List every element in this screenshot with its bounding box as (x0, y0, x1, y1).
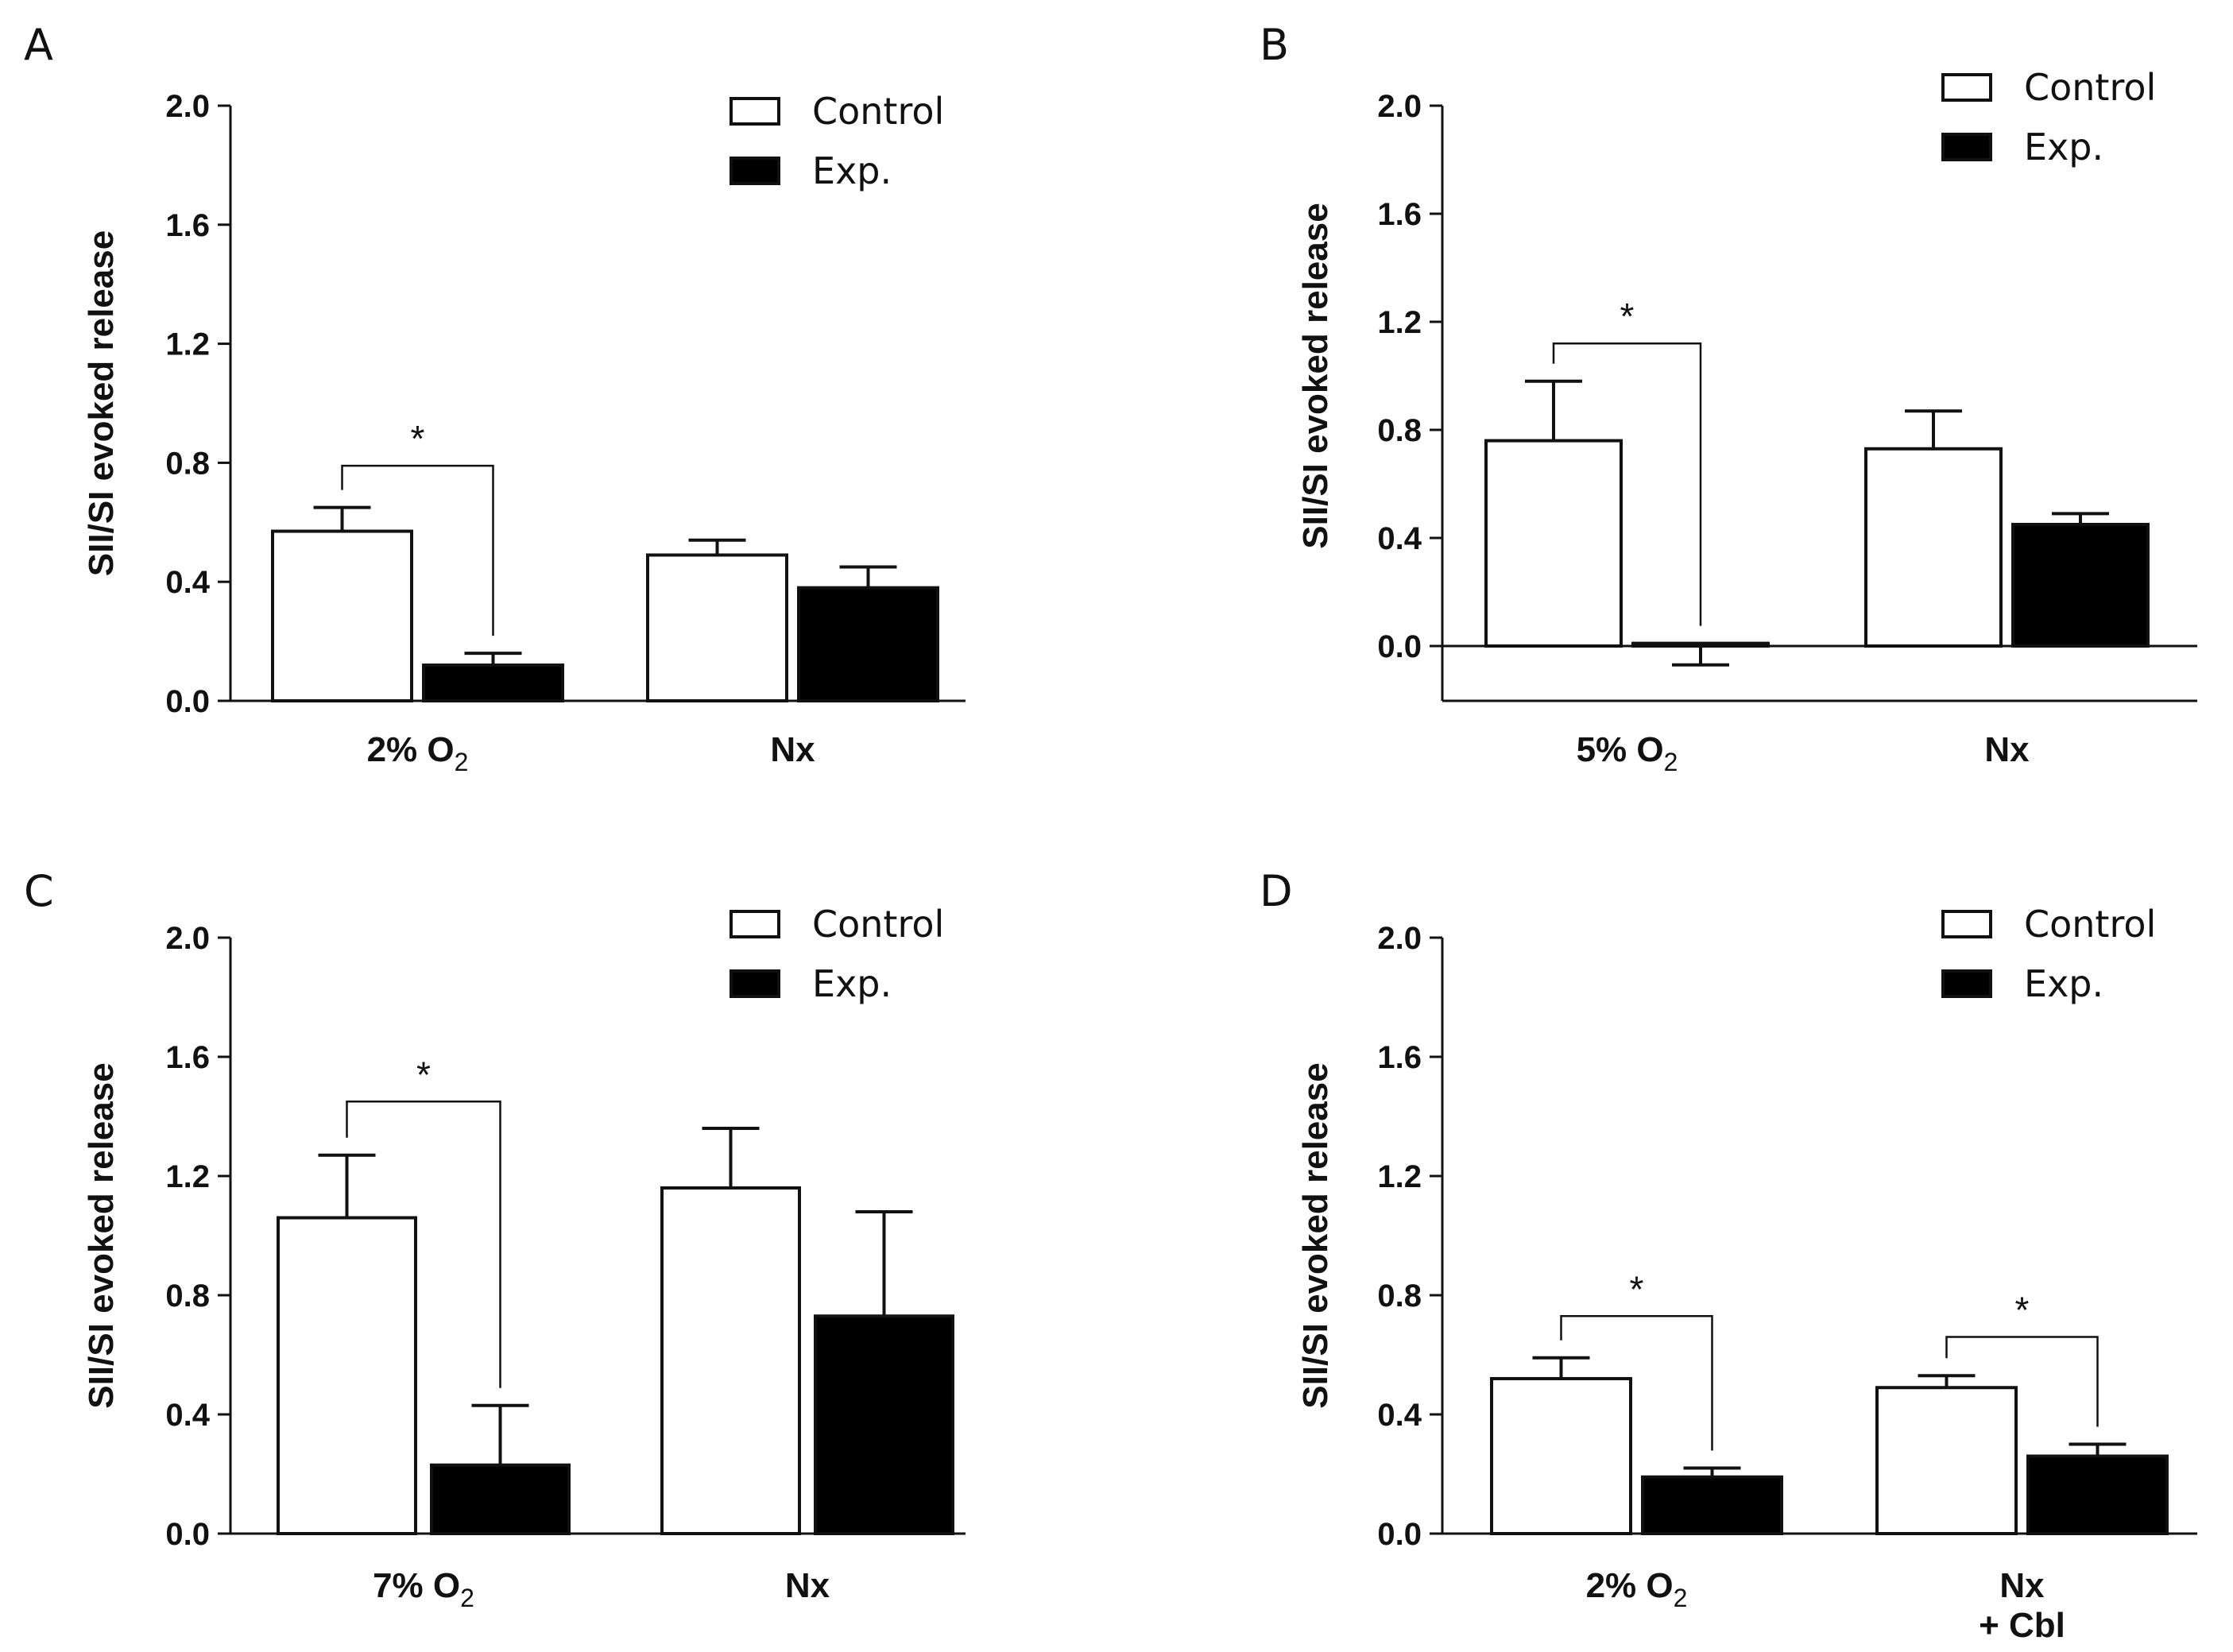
y-tick-label: 2.0 (1377, 89, 1422, 124)
bar-exp (797, 586, 939, 702)
y-tick-label: 0.4 (165, 565, 210, 600)
significance-bracket (346, 1101, 501, 1388)
y-tick-label: 0.4 (1377, 1398, 1422, 1433)
bar-exp (430, 1463, 571, 1535)
y-tick-label: 0.8 (1377, 413, 1422, 448)
bar-control (646, 553, 788, 702)
y-tick-label: 0.8 (165, 446, 210, 481)
bar-control (1875, 1386, 2018, 1535)
category-label: Nx (1984, 730, 2030, 769)
legend-swatch-control (729, 97, 780, 126)
legend-swatch-control (729, 910, 780, 938)
chart-panel-a: A 0.0 0.4 0.8 1.2 1.6 2.0 SII/SI evoked release… (24, 20, 966, 776)
y-tick-label: 1.2 (1377, 305, 1422, 340)
bar-control (1484, 439, 1623, 648)
legend-label: Control (812, 90, 944, 133)
y-tick-label: 2.0 (165, 921, 210, 956)
significance-marker: * (1630, 1268, 1644, 1310)
y-tick-label: 0.0 (165, 1517, 210, 1552)
chart-panel-b: B 0.0 0.4 0.8 1.2 1.6 2.0 SII/SI evoked release… (1260, 20, 2197, 776)
legend-swatch-control (1941, 910, 1992, 938)
category-label: 2% O2 (367, 730, 469, 776)
panel-label: A (24, 20, 53, 70)
category-label-line2: + Cbl (1979, 1606, 2065, 1645)
legend-label: Exp. (2024, 962, 2103, 1005)
panel-label: C (24, 866, 54, 916)
bar-exp (2026, 1454, 2169, 1535)
legend-swatch-control (1941, 73, 1992, 102)
y-axis-title: SII/SI evoked release (82, 230, 121, 576)
y-tick-label: 0.0 (1377, 1517, 1422, 1552)
bar-exp (422, 664, 564, 702)
y-tick-label: 2.0 (165, 89, 210, 124)
y-tick-label: 0.0 (1377, 629, 1422, 664)
y-tick-label: 1.6 (1377, 1040, 1422, 1075)
significance-marker: * (2015, 1290, 2030, 1331)
category-label: 2% O2 (1586, 1566, 1688, 1612)
panel-label: D (1260, 866, 1293, 916)
legend-label: Control (2024, 903, 2156, 946)
legend-swatch-exp (1941, 133, 1992, 161)
y-tick-label: 0.4 (1377, 521, 1422, 556)
legend-swatch-exp (729, 969, 780, 998)
category-label: Nx (1999, 1566, 2045, 1605)
y-tick-label: 0.0 (165, 684, 210, 719)
bar-exp (814, 1314, 954, 1535)
y-tick-label: 0.8 (1377, 1279, 1422, 1313)
y-tick-label: 1.6 (165, 1040, 210, 1075)
legend-swatch-exp (729, 157, 780, 185)
bar-control (1864, 447, 2003, 648)
bar-exp (2011, 523, 2150, 648)
bar-control (271, 529, 413, 702)
y-tick-label: 1.6 (1377, 197, 1422, 232)
legend-label: Control (812, 903, 944, 946)
legend-swatch-exp (1941, 969, 1992, 998)
y-tick-label: 1.2 (1377, 1159, 1422, 1194)
significance-marker: * (411, 418, 425, 459)
category-label: Nx (770, 730, 815, 769)
y-tick-label: 1.2 (165, 1159, 210, 1194)
y-axis-title: SII/SI evoked release (1296, 1062, 1335, 1408)
y-tick-label: 1.2 (165, 327, 210, 362)
significance-marker: * (1620, 296, 1635, 337)
y-tick-label: 2.0 (1377, 921, 1422, 956)
y-tick-label: 0.4 (165, 1398, 210, 1433)
significance-bracket (1945, 1336, 2099, 1427)
chart-panel-d: D 0.0 0.4 0.8 1.2 1.6 2.0 SII/SI evoked release… (1260, 866, 2197, 1645)
significance-bracket (1552, 342, 1702, 626)
bar-control (660, 1186, 801, 1535)
category-label: Nx (785, 1566, 830, 1605)
y-axis-title: SII/SI evoked release (82, 1062, 121, 1408)
legend-label: Exp. (2024, 126, 2103, 168)
panel-label: B (1260, 20, 1289, 70)
legend-label: Exp. (812, 149, 892, 192)
bar-control (1490, 1377, 1632, 1535)
significance-bracket (1560, 1315, 1713, 1451)
category-label: 5% O2 (1577, 730, 1678, 776)
legend-label: Exp. (812, 962, 892, 1005)
bar-exp (1641, 1475, 1783, 1535)
bar-control (277, 1216, 417, 1535)
y-tick-label: 1.6 (165, 208, 210, 243)
legend-label: Control (2024, 66, 2156, 109)
significance-bracket (341, 464, 494, 636)
y-axis-title: SII/SI evoked release (1296, 203, 1335, 548)
category-label: 7% O2 (373, 1566, 474, 1612)
y-tick-label: 0.8 (165, 1279, 210, 1313)
significance-marker: * (416, 1054, 431, 1095)
chart-panel-c: C 0.0 0.4 0.8 1.2 1.6 2.0 SII/SI evoked release… (24, 866, 966, 1612)
